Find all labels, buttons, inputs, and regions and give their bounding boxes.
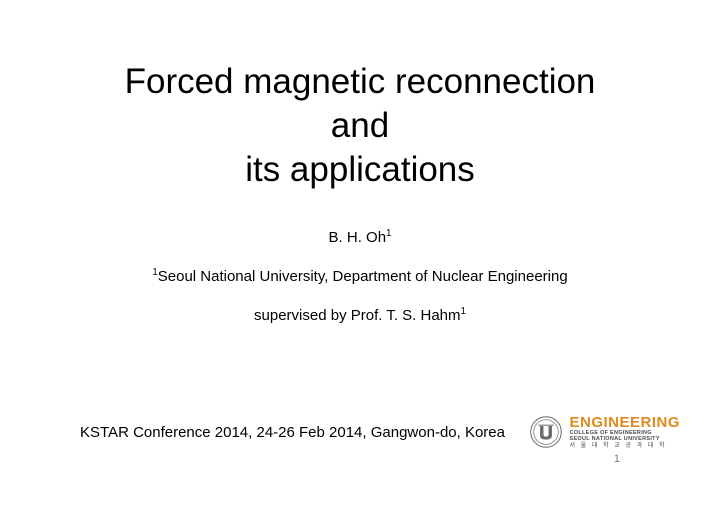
snu-emblem-icon <box>529 415 563 449</box>
logo-subtitle: COLLEGE OF ENGINEERING SEOUL NATIONAL UN… <box>569 431 680 442</box>
conference-text: KSTAR Conference 2014, 24-26 Feb 2014, G… <box>80 424 505 441</box>
supervisor-name: Prof. T. S. Hahm <box>351 307 461 324</box>
author-supref: 1 <box>386 228 391 239</box>
title-line-2: and <box>40 104 680 148</box>
author-name: B. H. Oh <box>329 229 387 246</box>
affil-text: Seoul National University, Department of… <box>158 268 568 285</box>
logo-text: ENGINEERING COLLEGE OF ENGINEERING SEOUL… <box>569 415 680 449</box>
title-line-1: Forced magnetic reconnection <box>40 60 680 104</box>
page-number: 1 <box>614 453 620 465</box>
logo-engineering-word: ENGINEERING <box>569 415 680 430</box>
supervisor-prefix: supervised by <box>254 307 351 324</box>
logo-korean: 서 울 대 학 교 공 과 대 학 <box>569 443 680 449</box>
footer: KSTAR Conference 2014, 24-26 Feb 2014, G… <box>0 415 720 449</box>
snu-engineering-logo: ENGINEERING COLLEGE OF ENGINEERING SEOUL… <box>529 415 680 449</box>
author: B. H. Oh1 <box>40 229 680 246</box>
supervisor-supref: 1 <box>461 306 466 317</box>
title-line-3: its applications <box>40 148 680 192</box>
supervisor: supervised by Prof. T. S. Hahm1 <box>40 307 680 324</box>
affiliation: 1Seoul National University, Department o… <box>40 268 680 285</box>
slide: Forced magnetic reconnection and its app… <box>0 0 720 509</box>
title: Forced magnetic reconnection and its app… <box>40 60 680 191</box>
